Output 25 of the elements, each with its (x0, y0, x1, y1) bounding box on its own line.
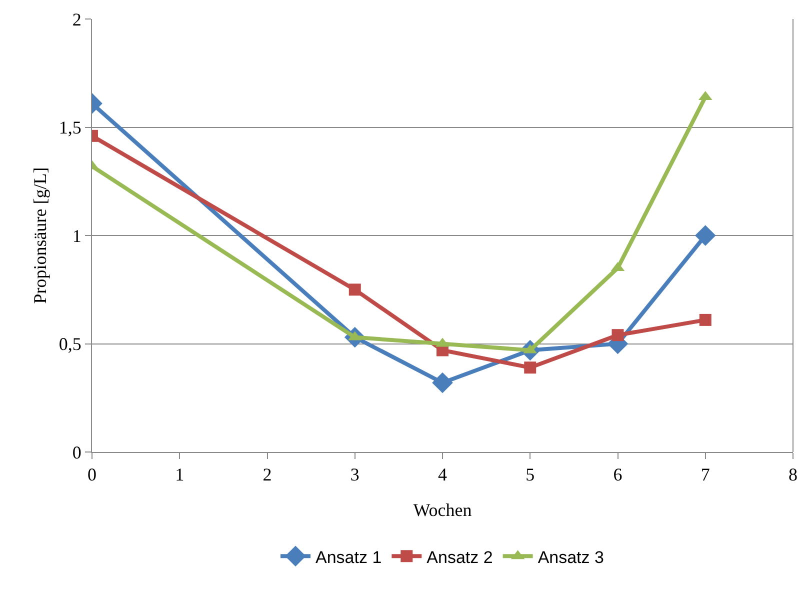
x-tick-label: 1 (175, 464, 184, 485)
point (348, 284, 361, 296)
x-tick-label: 5 (526, 464, 535, 485)
x-tick-label: 0 (88, 464, 96, 485)
point (694, 225, 716, 246)
point (699, 314, 712, 326)
x-tick-label: 4 (438, 464, 447, 485)
y-tick-label: 0 (72, 442, 82, 462)
legend-label: Ansatz 3 (538, 548, 604, 567)
legend-label: Ansatz 2 (426, 548, 493, 567)
x-tick-label: 7 (700, 464, 710, 485)
x-tick-label: 6 (613, 464, 622, 485)
legend-label: Ansatz 1 (316, 548, 382, 567)
y-tick-label: 2 (72, 9, 82, 30)
y-tick-label: 1 (72, 226, 82, 246)
y-tick-label: 1,5 (58, 118, 82, 138)
x-tick-label: 2 (262, 464, 272, 485)
x-tick-label: 3 (350, 464, 360, 485)
point (524, 362, 536, 374)
x-tick-label: 8 (788, 464, 798, 485)
y-tick-label: 0,5 (58, 334, 82, 354)
y-axis-title: Propionsäure [g/L] (30, 167, 50, 304)
point (612, 329, 624, 342)
point (432, 372, 453, 394)
x-axis-title: Wochen (413, 500, 472, 520)
